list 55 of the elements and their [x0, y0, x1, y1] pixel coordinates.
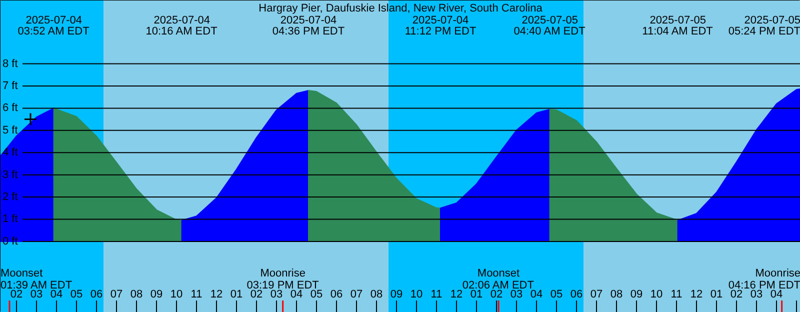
y-tick-label: 5 ft [2, 124, 18, 136]
x-tick-label: 02 [730, 288, 743, 300]
x-tick-label: 04 [50, 288, 63, 300]
annotation: 2025-07-04 11:12 PM EDT [404, 14, 476, 38]
x-tick-label: 01 [710, 288, 723, 300]
annotation: 2025-07-05 11:04 AM EDT [642, 14, 714, 38]
y-tick-label: 1 ft [2, 213, 18, 226]
x-tick-label: 08 [130, 288, 143, 300]
x-tick-label: 10 [170, 288, 183, 300]
x-tick-label: 02 [490, 288, 503, 300]
x-tick-label: 03 [270, 288, 283, 300]
y-tick-label: 8 ft [2, 58, 18, 70]
x-tick-label: 11 [430, 288, 442, 300]
x-tick-label: 07 [110, 288, 123, 300]
x-tick-label: 03 [510, 288, 523, 300]
annotation: 2025-07-04 10:16 AM EDT [146, 14, 218, 38]
x-tick-label: 02 [250, 288, 263, 300]
x-tick-label: 10 [650, 288, 663, 300]
y-tick-label: 6 ft [2, 102, 18, 114]
x-tick-label: 06 [330, 288, 343, 300]
x-tick-label: 05 [310, 288, 323, 300]
x-tick-label: 01 [470, 288, 483, 300]
x-tick-label: 05 [70, 288, 83, 300]
annotation: 2025-07-04 03:52 AM EDT [18, 14, 90, 38]
x-tick-label: 07 [590, 288, 603, 300]
x-tick-label: 04 [770, 288, 783, 300]
x-tick-label: 02 [10, 288, 23, 300]
x-tick-label: 11 [190, 288, 202, 300]
x-tick-label: 05 [550, 288, 563, 300]
y-tick-label: 4 ft [2, 146, 18, 159]
x-tick-label: 12 [690, 288, 703, 300]
x-tick-label: 06 [90, 288, 103, 300]
x-tick-label: 09 [630, 288, 643, 300]
x-tick-label: 10 [410, 288, 423, 300]
x-tick-label: 03 [750, 288, 763, 300]
x-tick-label: 03 [30, 288, 43, 300]
annotation: 2025-07-04 04:36 PM EDT [272, 14, 345, 38]
x-tick-label: 11 [670, 288, 682, 300]
x-tick-label: 08 [370, 288, 383, 300]
x-tick-label: 08 [610, 288, 623, 300]
x-tick-label: 12 [450, 288, 463, 300]
x-tick-label: 07 [350, 288, 363, 300]
y-tick-label: 3 ft [2, 168, 18, 181]
y-tick-label: 7 ft [2, 80, 18, 92]
x-tick-label: 06 [570, 288, 583, 300]
y-tick-label: 2 ft [2, 191, 18, 204]
annotation: 2025-07-05 05:24 PM EDT [728, 14, 800, 38]
x-tick-label: 04 [530, 288, 543, 300]
x-tick-label: 12 [210, 288, 223, 300]
x-tick-label: 04 [290, 288, 303, 300]
x-tick-label: 09 [150, 288, 163, 300]
x-tick-label: 01 [230, 288, 243, 300]
chart-title: Hargray Pier, Daufuskie Island, New River, South Carolina [258, 2, 544, 14]
annotation: 2025-07-05 04:40 AM EDT [514, 14, 586, 38]
x-tick-label: 09 [390, 288, 403, 300]
